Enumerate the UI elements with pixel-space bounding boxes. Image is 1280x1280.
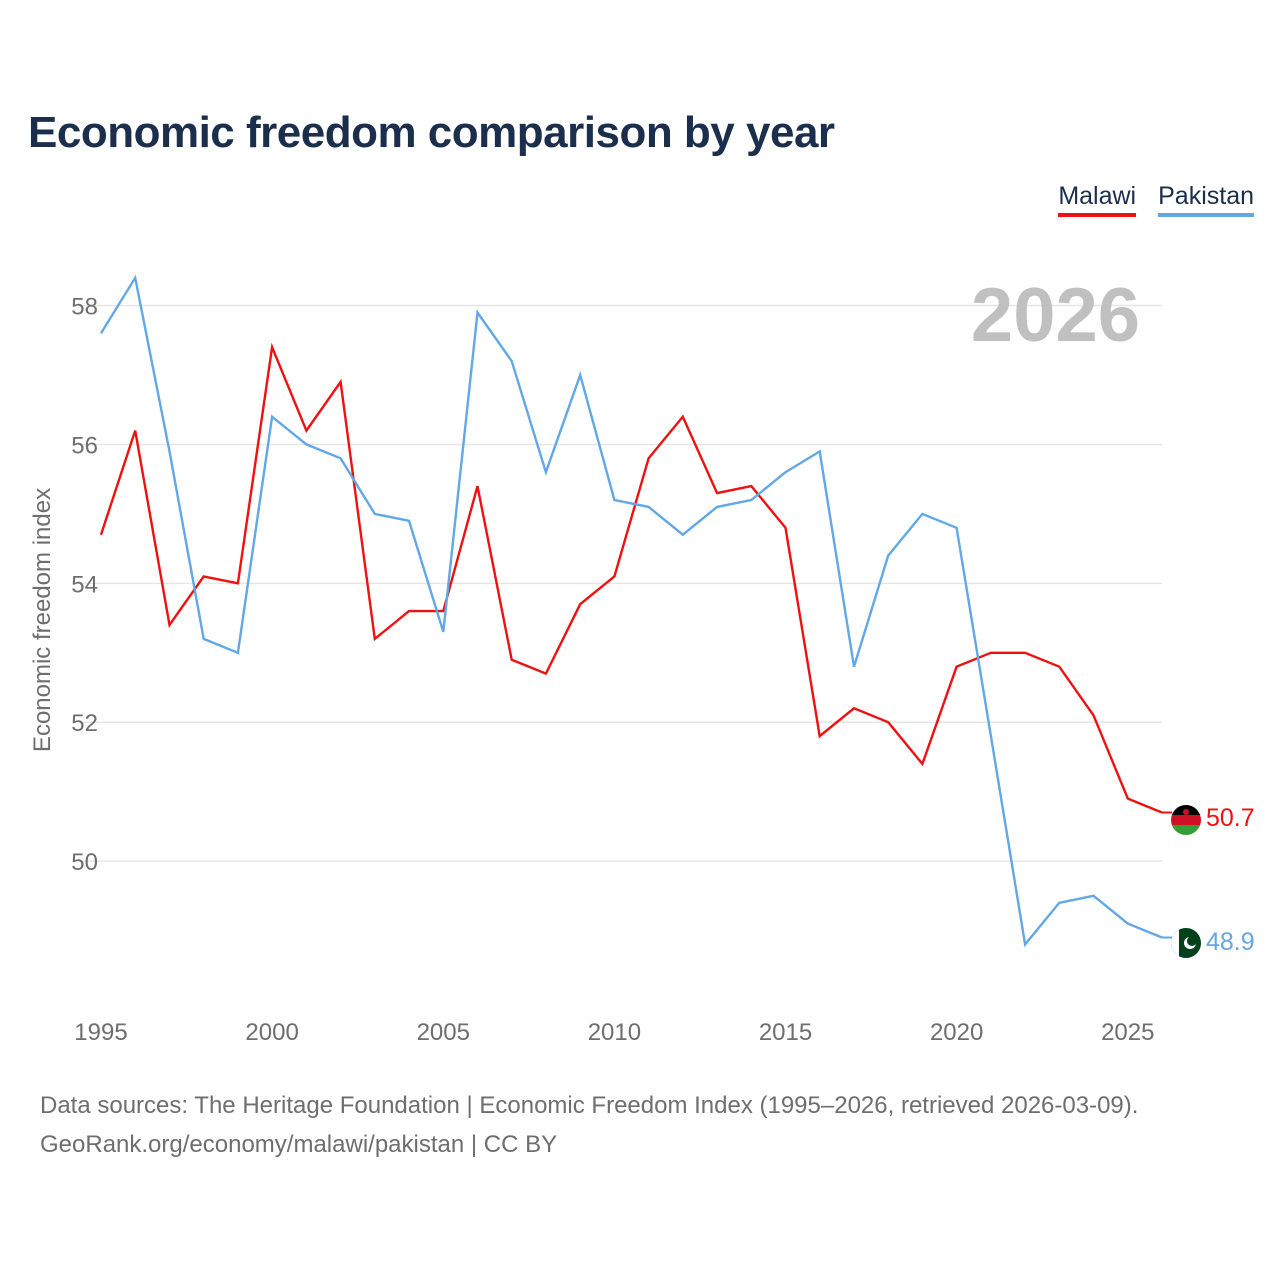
y-tick-label: 50 [71, 849, 98, 876]
chart-title: Economic freedom comparison by year [28, 108, 835, 157]
y-tick-label: 58 [71, 294, 98, 321]
malawi-end-value-label: 50.7 [1206, 804, 1255, 832]
x-axis-ticks: 1995 2000 2005 2010 2015 2020 2025 [74, 1019, 1154, 1046]
legend-item-pakistan[interactable]: Pakistan [1158, 182, 1254, 217]
x-tick-label: 2020 [930, 1019, 983, 1046]
y-tick-label: 56 [71, 432, 98, 459]
y-axis-label: Economic freedom index [29, 488, 56, 752]
y-tick-label: 52 [71, 710, 98, 737]
x-tick-label: 1995 [74, 1019, 127, 1046]
x-tick-label: 2005 [417, 1019, 470, 1046]
pakistan-flag-icon [1171, 928, 1201, 958]
attribution-text: GeoRank.org/economy/malawi/pakistan | CC… [40, 1131, 558, 1158]
malawi-flag-icon [1171, 805, 1201, 835]
footer: Data sources: The Heritage Foundation | … [40, 1086, 1138, 1164]
x-tick-label: 2000 [245, 1019, 298, 1046]
x-tick-label: 2015 [759, 1019, 812, 1046]
data-source-text: Data sources: The Heritage Foundation | … [40, 1092, 1139, 1119]
series-lines [99, 274, 1172, 948]
current-year-label: 2026 [971, 273, 1140, 358]
series-line-malawi[interactable] [99, 342, 1163, 814]
legend-item-malawi[interactable]: Malawi [1058, 182, 1137, 217]
legend: Malawi Pakistan [1058, 182, 1254, 217]
series-line-pakistan[interactable] [99, 274, 1163, 948]
grid-lines [80, 304, 1162, 862]
y-tick-label: 54 [71, 571, 98, 598]
x-tick-label: 2025 [1101, 1019, 1154, 1046]
y-axis-ticks: 50 52 54 56 58 [71, 294, 98, 877]
x-tick-label: 2010 [588, 1019, 641, 1046]
pakistan-end-value-label: 48.9 [1206, 928, 1255, 956]
